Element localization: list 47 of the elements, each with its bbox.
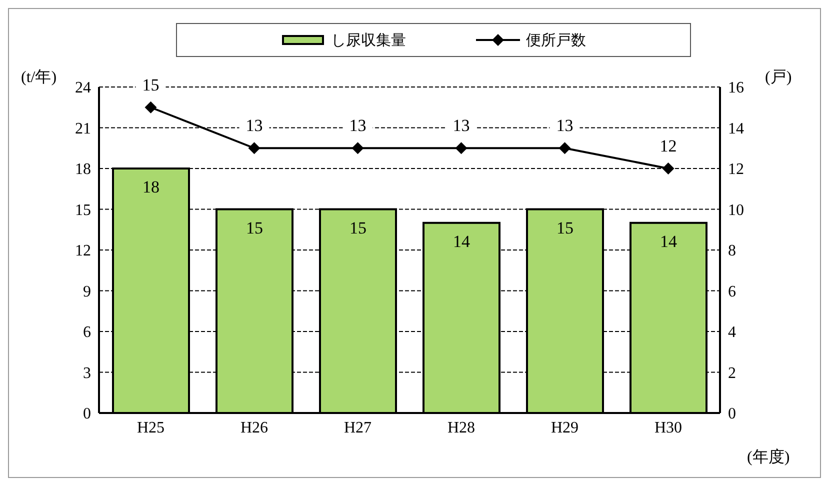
y2-tick-label: 14 — [728, 120, 744, 138]
x-tick-label: H28 — [447, 419, 476, 436]
y-tick-label: 9 — [83, 283, 91, 300]
data-label: 15 — [142, 75, 160, 94]
y2-tick-label: 0 — [728, 406, 736, 423]
point — [455, 142, 468, 154]
y2-tick-label: 10 — [728, 202, 744, 219]
x-tick-label: H30 — [654, 419, 682, 436]
x-tick-label: H25 — [136, 419, 165, 436]
x-axis-title: (年度) — [747, 448, 790, 468]
point — [248, 142, 260, 154]
data-label: 13 — [349, 116, 366, 136]
y2-axis-title: (戸) — [765, 68, 792, 88]
data-label: 15 — [246, 218, 263, 238]
y-tick-label: 18 — [75, 161, 91, 178]
y2-tick-label: 16 — [728, 80, 744, 97]
data-label: 15 — [350, 218, 366, 238]
y2-tick-label: 12 — [728, 161, 744, 178]
data-label: 13 — [246, 116, 263, 136]
data-label: 13 — [452, 116, 470, 136]
data-label: 15 — [556, 218, 574, 238]
x-tick-label: H27 — [344, 419, 372, 436]
y-axis-title: (t/年) — [21, 68, 57, 88]
y-tick-label: 21 — [75, 120, 91, 138]
y-tick-label: 12 — [75, 242, 91, 260]
y-tick-label: 15 — [75, 202, 91, 219]
y2-tick-label: 6 — [728, 283, 736, 300]
point — [144, 101, 157, 114]
data-label: 18 — [142, 178, 160, 197]
legend-label: し尿収集量 — [331, 30, 406, 50]
y-tick-label: 24 — [75, 80, 91, 97]
y2-tick-label: 8 — [728, 242, 736, 260]
point — [352, 142, 364, 154]
y-tick-label: 3 — [83, 364, 91, 382]
y-tick-label: 0 — [83, 406, 91, 423]
point — [558, 142, 571, 154]
data-label: 14 — [660, 232, 678, 251]
data-label: 14 — [453, 232, 470, 251]
y2-tick-label: 4 — [728, 324, 736, 342]
legend-label: 便所戸数 — [526, 30, 586, 50]
point — [662, 162, 674, 174]
y2-tick-label: 2 — [728, 364, 736, 382]
y-tick-label: 6 — [83, 324, 91, 342]
data-label: 12 — [660, 136, 677, 156]
x-tick-label: H29 — [550, 419, 579, 436]
x-tick-label: H26 — [240, 419, 268, 436]
data-label: 13 — [556, 116, 574, 136]
